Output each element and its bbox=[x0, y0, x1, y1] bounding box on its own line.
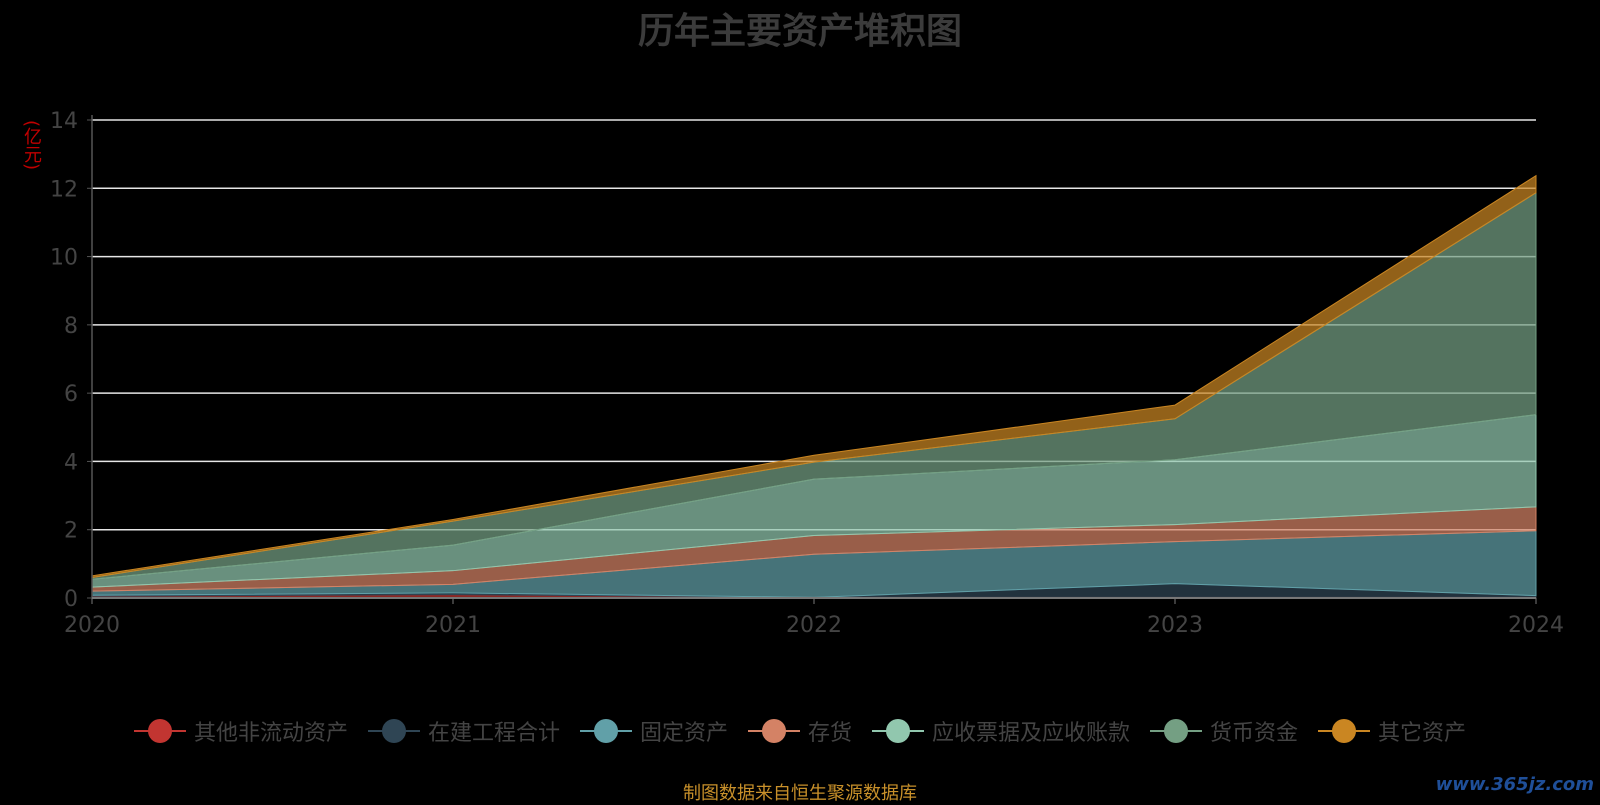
x-tick-label: 2023 bbox=[1147, 613, 1203, 638]
legend-item-1[interactable]: 在建工程合计 bbox=[367, 715, 560, 747]
area-series-6 bbox=[91, 174, 1537, 579]
y-tick-label: 14 bbox=[50, 109, 78, 134]
chart-title: 历年主要资产堆积图 bbox=[637, 11, 962, 52]
x-tick-label: 2020 bbox=[64, 613, 120, 638]
y-tick-label: 4 bbox=[64, 450, 78, 475]
data-source-note: 制图数据来自恒生聚源数据库 bbox=[683, 783, 917, 804]
legend-label: 固定资产 bbox=[639, 721, 728, 746]
legend-label: 货币资金 bbox=[1210, 721, 1299, 746]
y-tick-label: 2 bbox=[64, 519, 78, 544]
legend-swatch-icon bbox=[579, 718, 632, 744]
legend-swatch-icon bbox=[872, 718, 924, 744]
legend-item-0[interactable]: 其他非流动资产 bbox=[133, 715, 348, 747]
legend-label: 在建工程合计 bbox=[427, 721, 560, 746]
legend-swatch-icon bbox=[747, 718, 800, 744]
watermark: www.365jz.com bbox=[1435, 774, 1594, 795]
legend-item-6[interactable]: 其它资产 bbox=[1318, 715, 1466, 747]
y-tick-label: 10 bbox=[50, 246, 78, 271]
legend-label: 应收票据及应收账款 bbox=[932, 721, 1131, 746]
x-tick-label: 2024 bbox=[1508, 613, 1564, 638]
legend-item-4[interactable]: 应收票据及应收账款 bbox=[872, 715, 1130, 747]
legend-item-2[interactable]: 固定资产 bbox=[579, 715, 728, 747]
y-tick-label: 8 bbox=[64, 314, 78, 339]
legend-swatch-icon bbox=[133, 718, 186, 744]
legend-swatch-icon bbox=[1150, 718, 1203, 744]
y-tick-label: 0 bbox=[64, 587, 78, 612]
x-tick-label: 2022 bbox=[786, 613, 842, 638]
legend-label: 存货 bbox=[807, 721, 852, 746]
legend-item-5[interactable]: 货币资金 bbox=[1150, 715, 1298, 747]
y-tick-label: 6 bbox=[64, 382, 78, 407]
legend-swatch-icon bbox=[367, 718, 420, 744]
x-tick-label: 2021 bbox=[425, 613, 481, 638]
chart-legend: 其他非流动资产 在建工程合计 固定资产 存货 应收票据及应收账款 货币资金 其它资产 bbox=[0, 715, 1600, 747]
legend-swatch-icon bbox=[1318, 718, 1371, 744]
y-axis-unit-label: (亿元) bbox=[21, 120, 42, 171]
legend-item-3[interactable]: 存货 bbox=[747, 715, 852, 747]
y-tick-label: 12 bbox=[50, 177, 78, 202]
legend-label: 其它资产 bbox=[1378, 721, 1467, 746]
legend-label: 其他非流动资产 bbox=[193, 721, 348, 746]
